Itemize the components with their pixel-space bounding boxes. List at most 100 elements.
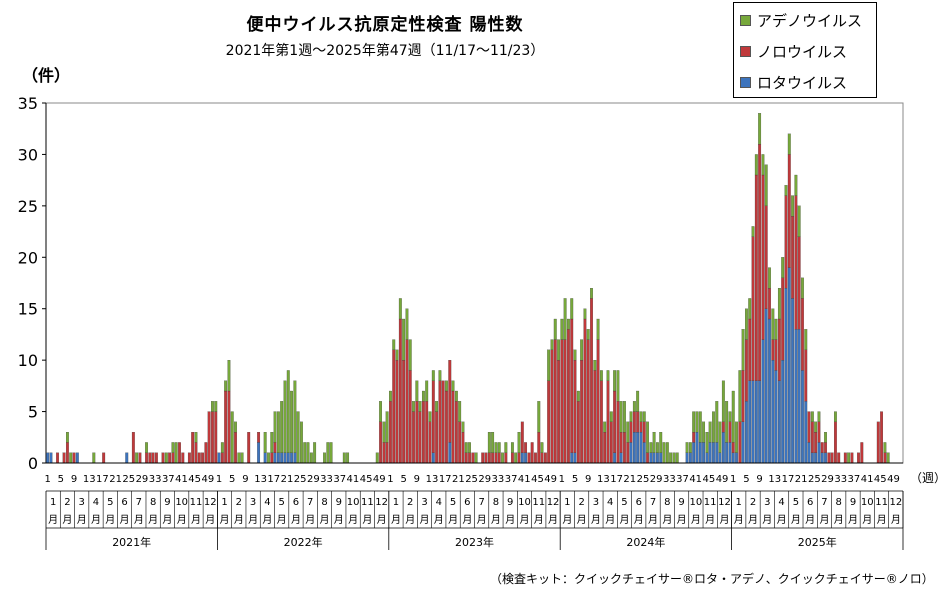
legend-label-adeno: アデノウイルス <box>757 11 863 30</box>
month-tick-label: 2 <box>407 497 413 508</box>
bar-rota-y5-w1 <box>731 452 735 464</box>
month-unit-label: 月 <box>191 514 201 526</box>
bar-adeno-y5-w7 <box>751 226 755 237</box>
month-tick-label: 7 <box>478 497 484 508</box>
bar-adeno-y4-w28 <box>649 442 653 453</box>
bar-rota-y4-w29 <box>652 452 656 464</box>
bar-adeno-y4-w5 <box>573 349 577 361</box>
week-tick-label: 17 <box>267 474 280 485</box>
month-tick-label: 3 <box>250 497 256 508</box>
bar-rota-y5-w10 <box>761 339 765 464</box>
bar-rota-y2-w15 <box>263 452 267 464</box>
bar-noro-y1-w49 <box>204 442 208 464</box>
bar-adeno-y3-w9 <box>415 380 419 402</box>
week-tick-label: 25 <box>294 474 307 485</box>
month-tick-label: 5 <box>621 497 627 508</box>
week-tick-label: 25 <box>637 474 650 485</box>
bar-adeno-y4-w44 <box>702 421 706 443</box>
bar-adeno-y3-w47 <box>540 442 544 453</box>
bar-noro-y5-w1 <box>731 442 735 453</box>
bar-adeno-y2-w34 <box>326 442 330 464</box>
bar-rota-y5-w7 <box>751 380 755 464</box>
bar-rota-y4-w45 <box>705 452 709 464</box>
bar-rota-y4-w43 <box>698 442 702 464</box>
bar-rota-y3-w19 <box>448 442 452 464</box>
week-tick-label: 33 <box>320 474 333 485</box>
month-unit-label: 月 <box>177 514 187 526</box>
bar-adeno-y3-w6 <box>405 308 409 340</box>
bar-rota-y4-w46 <box>708 442 712 464</box>
bar-adeno-y1-w40 <box>174 442 178 464</box>
month-unit-label: 月 <box>377 514 387 526</box>
month-tick-label: 8 <box>493 497 499 508</box>
y-tick-label: 10 <box>18 351 38 370</box>
bar-adeno-y4-w16 <box>609 411 613 422</box>
month-tick-label: 10 <box>175 497 188 508</box>
bar-adeno-y2-w22 <box>286 370 290 453</box>
month-unit-label: 月 <box>748 514 758 526</box>
bar-adeno-y5-w23 <box>804 329 808 350</box>
month-unit-label: 月 <box>348 514 358 526</box>
bar-noro-y3-w9 <box>415 401 419 464</box>
month-unit-label: 月 <box>91 514 101 526</box>
bar-noro-y3-w10 <box>418 411 422 464</box>
month-tick-label: 12 <box>889 497 902 508</box>
bar-noro-y3-w8 <box>412 411 415 464</box>
bar-noro-y2-w4 <box>227 390 231 464</box>
bar-rota-y2-w19 <box>276 452 280 464</box>
month-tick-label: 9 <box>164 497 170 508</box>
week-tick-label: 37 <box>333 474 346 485</box>
month-unit-label: 月 <box>734 514 744 526</box>
bar-noro-y3-w23 <box>461 432 465 464</box>
month-unit-label: 月 <box>777 514 787 526</box>
bar-adeno-y2-w29 <box>309 452 313 464</box>
bar-rota-y4-w19 <box>619 452 623 464</box>
bar-noro-y4-w4 <box>570 318 574 453</box>
bar-adeno-y2-w20 <box>280 401 284 453</box>
month-tick-label: 2 <box>64 497 70 508</box>
bar-adeno-y4-w29 <box>652 432 656 453</box>
bar-adeno-y4-w13 <box>599 370 603 381</box>
bar-rota-y2-w13 <box>257 442 261 464</box>
bar-adeno-y4-w26 <box>642 411 646 422</box>
month-unit-label: 月 <box>262 514 272 526</box>
bar-adeno-y4-w33 <box>665 442 669 464</box>
bar-noro-y1-w6 <box>62 452 66 464</box>
month-unit-label: 月 <box>891 514 901 526</box>
week-tick-label: 33 <box>663 474 676 485</box>
bar-rota-y3-w42 <box>524 452 528 464</box>
bar-noro-y3-w3 <box>395 360 399 464</box>
bar-rota-y5-w27 <box>817 442 821 464</box>
bar-rota-y5-w13 <box>771 360 775 464</box>
bar-adeno-y4-w15 <box>606 370 610 381</box>
bar-noro-y1-w51 <box>211 411 214 464</box>
bar-noro-y2-w10 <box>247 432 251 464</box>
bar-rota-y5-w24 <box>807 442 811 464</box>
week-tick-label: 13 <box>768 474 781 485</box>
week-tick-label: 29 <box>821 474 834 485</box>
bar-noro-y5-w5 <box>745 339 748 402</box>
bar-noro-y3-w42 <box>524 442 528 453</box>
source-note: （検査キット：クイックチェイサー®ロタ・アデノ、クイックチェイサー®ノロ） <box>490 572 934 586</box>
bar-adeno-y2-w40 <box>346 452 350 464</box>
bar-noro-y5-w16 <box>781 277 785 361</box>
bar-adeno-y5-w12 <box>768 267 771 289</box>
bar-rota-y4-w47 <box>712 442 715 464</box>
week-tick-label: 33 <box>834 474 847 485</box>
week-tick-label: 21 <box>795 474 808 485</box>
bar-adeno-y5-w2 <box>735 421 738 453</box>
bar-adeno-y1-w28 <box>135 452 139 464</box>
bar-adeno-y4-w6 <box>576 390 580 402</box>
bar-noro-y1-w9 <box>72 452 76 464</box>
bar-adeno-y3-w27 <box>474 452 478 464</box>
bar-noro-y3-w1 <box>389 401 392 464</box>
bar-adeno-y3-w46 <box>537 401 541 433</box>
bar-adeno-y5-w4 <box>741 329 745 371</box>
month-tick-label: 7 <box>307 497 313 508</box>
bar-noro-y1-w27 <box>131 432 135 464</box>
month-tick-label: 6 <box>636 497 642 508</box>
bar-adeno-y3-w23 <box>461 421 465 433</box>
bar-noro-y3-w24 <box>464 452 468 464</box>
bar-rota-y4-w50 <box>721 432 725 464</box>
bar-adeno-y4-w48 <box>715 401 719 443</box>
